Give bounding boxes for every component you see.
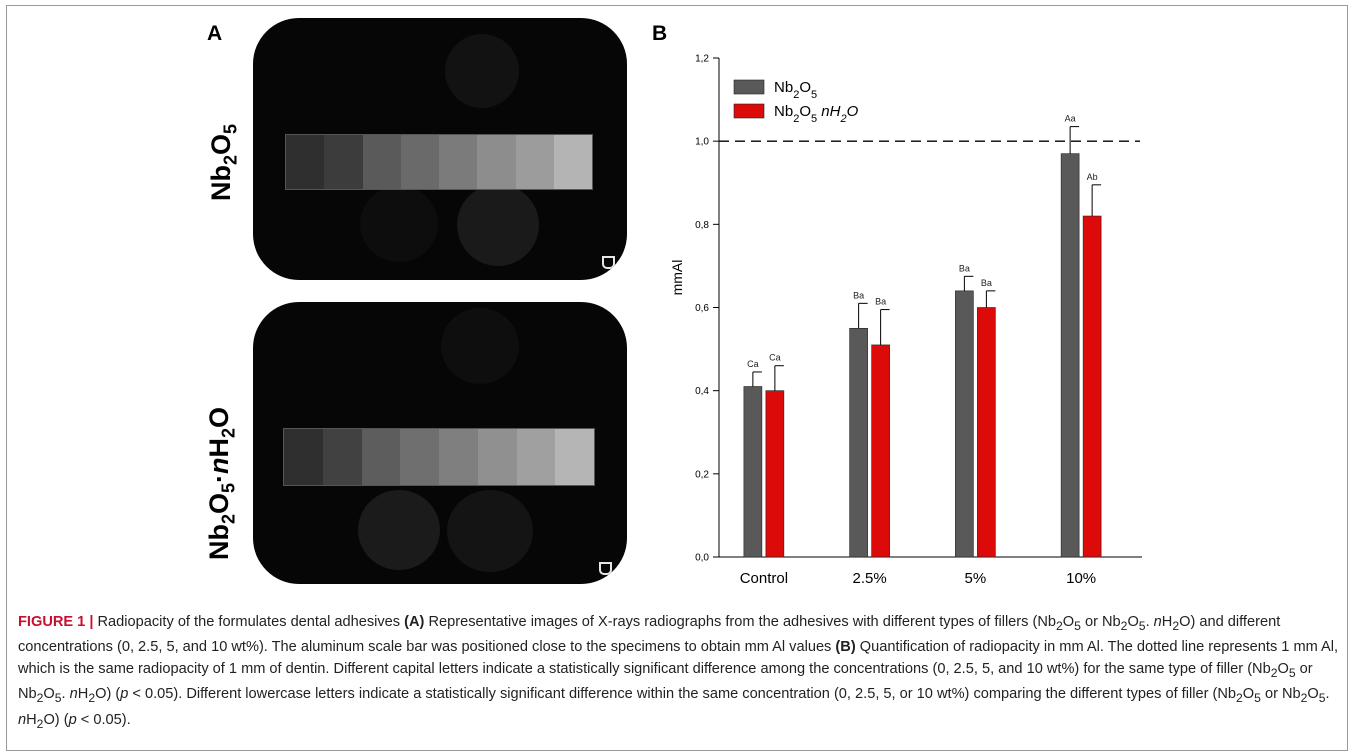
specimen-disc: [447, 490, 533, 572]
bar: [765, 390, 785, 558]
legend-label: Nb2O5: [774, 79, 817, 101]
specimen-disc: [457, 184, 539, 266]
panel-a-top-label: Nb2O5: [206, 123, 241, 201]
bar: [1082, 215, 1102, 558]
y-tick-label: 1,2: [695, 54, 709, 65]
y-tick-label: 0,8: [695, 220, 709, 231]
y-tick-label: 0,4: [695, 386, 709, 397]
panel-a-bottom-label: Nb2O5·nH2O: [204, 406, 239, 560]
caption-body: Radiopacity of the formulates dental adh…: [18, 614, 1339, 731]
figure-frame: [6, 5, 1348, 751]
significance-letter: Ba: [959, 263, 970, 273]
aluminum-step-wedge: [283, 428, 595, 486]
figure-number: FIGURE 1 |: [18, 614, 94, 630]
significance-letter: Ba: [853, 290, 864, 300]
xray-radiograph-top: [253, 18, 627, 280]
xray-radiograph-bottom: [253, 302, 627, 584]
panel-a-label: A: [207, 22, 223, 45]
y-axis-label: mmAl: [669, 260, 685, 296]
bar: [1060, 153, 1080, 558]
bar: [743, 386, 763, 558]
significance-letter: Ba: [875, 297, 886, 307]
significance-letter: Ab: [1087, 172, 1098, 182]
bar: [955, 290, 974, 558]
significance-letter: Ca: [769, 353, 781, 363]
y-tick-label: 1,0: [695, 137, 709, 148]
significance-letter: Ba: [981, 278, 992, 288]
bar: [871, 344, 890, 558]
significance-letter: Aa: [1065, 114, 1076, 124]
aluminum-step-wedge: [285, 134, 593, 190]
orientation-mark-icon: [602, 256, 615, 269]
specimen-disc: [360, 186, 438, 262]
orientation-mark-icon: [599, 562, 612, 575]
y-tick-label: 0,0: [695, 553, 709, 564]
y-tick-label: 0,6: [695, 303, 709, 314]
specimen-disc: [358, 490, 440, 570]
legend-label: Nb2O5 nH2O: [774, 103, 859, 125]
x-tick-label: 2.5%: [853, 570, 887, 587]
x-tick-label: 10%: [1066, 570, 1096, 587]
figure-caption: FIGURE 1 | Radiopacity of the formulates…: [18, 612, 1340, 735]
y-tick-label: 0,2: [695, 469, 709, 480]
radiopacity-bar-chart: 0,0 0,2 0,4 0,6 0,8 1,0 1,2 mmAl Ca Ca Control Ba Ba…: [669, 54, 1142, 587]
bar: [977, 307, 996, 558]
panel-b-label: B: [652, 22, 668, 45]
x-tick-label: Control: [740, 570, 788, 587]
bar: [849, 327, 868, 558]
legend-swatch: [733, 79, 765, 95]
specimen-disc: [441, 308, 519, 384]
significance-letter: Ca: [747, 359, 759, 369]
x-tick-label: 5%: [965, 570, 987, 587]
specimen-disc: [445, 34, 519, 108]
legend-swatch: [733, 103, 765, 119]
